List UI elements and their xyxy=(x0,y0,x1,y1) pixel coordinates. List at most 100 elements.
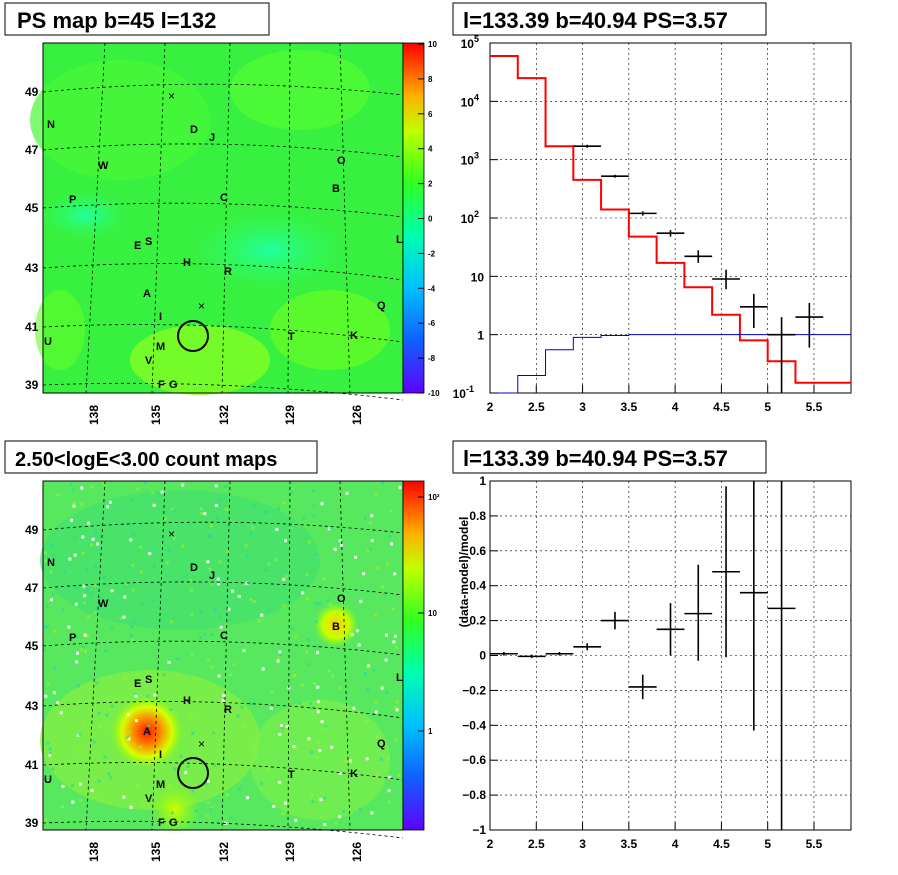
colorbar-tick: -4 xyxy=(428,284,436,293)
count-pixel xyxy=(314,602,318,606)
count-pixel xyxy=(92,740,96,744)
count-pixel xyxy=(210,581,214,585)
count-pixel xyxy=(362,572,366,576)
count-pixel xyxy=(89,593,93,597)
count-pixel xyxy=(246,796,249,800)
lat-tick: 41 xyxy=(25,758,39,772)
count-pixel xyxy=(317,741,321,745)
count-pixel xyxy=(153,564,156,568)
count-pixel xyxy=(323,796,327,800)
count-pixel xyxy=(272,805,276,808)
colorbar-tick: 4 xyxy=(428,145,433,154)
source-label: D xyxy=(190,562,198,574)
count-pixel xyxy=(295,747,299,751)
count-pixel xyxy=(63,569,67,573)
ps-map-lon-axis: 138 135 132 129 126 xyxy=(87,405,364,425)
count-pixel xyxy=(292,745,296,749)
count-pixel xyxy=(320,502,324,506)
count-pixel xyxy=(224,623,228,627)
count-pixel xyxy=(123,595,127,599)
y-tick-label: 0 xyxy=(479,649,486,663)
count-pixel xyxy=(184,782,188,786)
count-pixel xyxy=(82,600,86,604)
count-pixel xyxy=(81,551,85,555)
count-pixel xyxy=(119,616,123,620)
source-label: A xyxy=(143,726,151,738)
count-pixel xyxy=(146,694,150,698)
count-pixel xyxy=(395,700,399,704)
count-pixel xyxy=(176,657,180,661)
source-label: L xyxy=(396,672,403,684)
count-map-lat-axis: 49 47 45 43 41 39 xyxy=(25,523,39,830)
count-pixel xyxy=(370,538,374,542)
count-pixel xyxy=(294,818,298,822)
count-pixel xyxy=(170,811,174,815)
count-pixel xyxy=(122,795,126,799)
colorbar-tick: 10² xyxy=(428,493,440,502)
lat-tick: 43 xyxy=(25,261,39,275)
count-pixel xyxy=(267,608,271,612)
count-pixel xyxy=(52,554,56,558)
count-pixel xyxy=(266,767,270,771)
y-tick-label: 1 xyxy=(477,329,484,343)
count-pixel xyxy=(249,532,253,536)
count-pixel xyxy=(318,815,322,818)
lat-tick: 47 xyxy=(25,143,39,157)
count-pixel xyxy=(278,781,282,784)
x-tick-label: 5.5 xyxy=(806,400,823,414)
count-pixel xyxy=(52,691,56,695)
count-pixel xyxy=(88,732,92,736)
count-pixel xyxy=(72,488,76,492)
count-pixel xyxy=(51,767,55,771)
count-pixel xyxy=(206,659,210,663)
count-pixel xyxy=(316,651,319,655)
colorbar-tick: 10 xyxy=(428,40,437,49)
count-pixel xyxy=(347,794,351,798)
count-pixel xyxy=(333,547,337,551)
ps-map-cross-marker: × xyxy=(198,299,205,313)
count-pixel xyxy=(336,612,340,616)
count-pixel xyxy=(167,660,171,664)
count-pixel xyxy=(375,735,379,738)
y-tick-label: −0.6 xyxy=(462,753,486,767)
count-pixel xyxy=(80,502,84,506)
count-pixel xyxy=(380,585,384,589)
count-pixel xyxy=(245,555,249,559)
spectrum-title-box xyxy=(452,2,767,36)
count-pixel xyxy=(226,550,230,554)
count-pixel xyxy=(314,755,318,759)
ps-map-source-circle xyxy=(177,320,209,352)
count-pixel xyxy=(45,605,49,609)
count-pixel xyxy=(212,731,216,735)
count-pixel xyxy=(199,507,203,510)
count-pixel xyxy=(195,809,199,813)
count-pixel xyxy=(380,686,384,690)
count-pixel xyxy=(76,651,79,655)
count-pixel xyxy=(71,784,74,788)
count-pixel xyxy=(142,803,145,807)
count-pixel xyxy=(129,538,133,542)
count-pixel xyxy=(270,690,274,694)
count-pixel xyxy=(322,577,326,581)
lon-tick: 138 xyxy=(87,842,101,862)
source-label: V xyxy=(145,793,153,805)
count-pixel xyxy=(129,633,133,637)
y-tick-label: 1 xyxy=(479,474,486,488)
count-pixel xyxy=(338,815,342,819)
count-pixel xyxy=(184,771,188,775)
count-pixel xyxy=(249,598,253,602)
count-pixel xyxy=(385,691,389,695)
source-label: N xyxy=(47,557,55,569)
count-pixel xyxy=(61,784,65,788)
count-pixel xyxy=(265,510,269,514)
source-label: L xyxy=(396,234,403,246)
count-pixel xyxy=(366,664,370,668)
count-pixel xyxy=(139,745,143,749)
count-pixel xyxy=(313,682,316,686)
count-pixel xyxy=(167,784,171,788)
source-label: F xyxy=(158,379,165,391)
count-pixel xyxy=(278,650,282,654)
count-pixel xyxy=(305,650,309,654)
count-pixel xyxy=(363,517,367,521)
count-pixel xyxy=(395,708,399,712)
